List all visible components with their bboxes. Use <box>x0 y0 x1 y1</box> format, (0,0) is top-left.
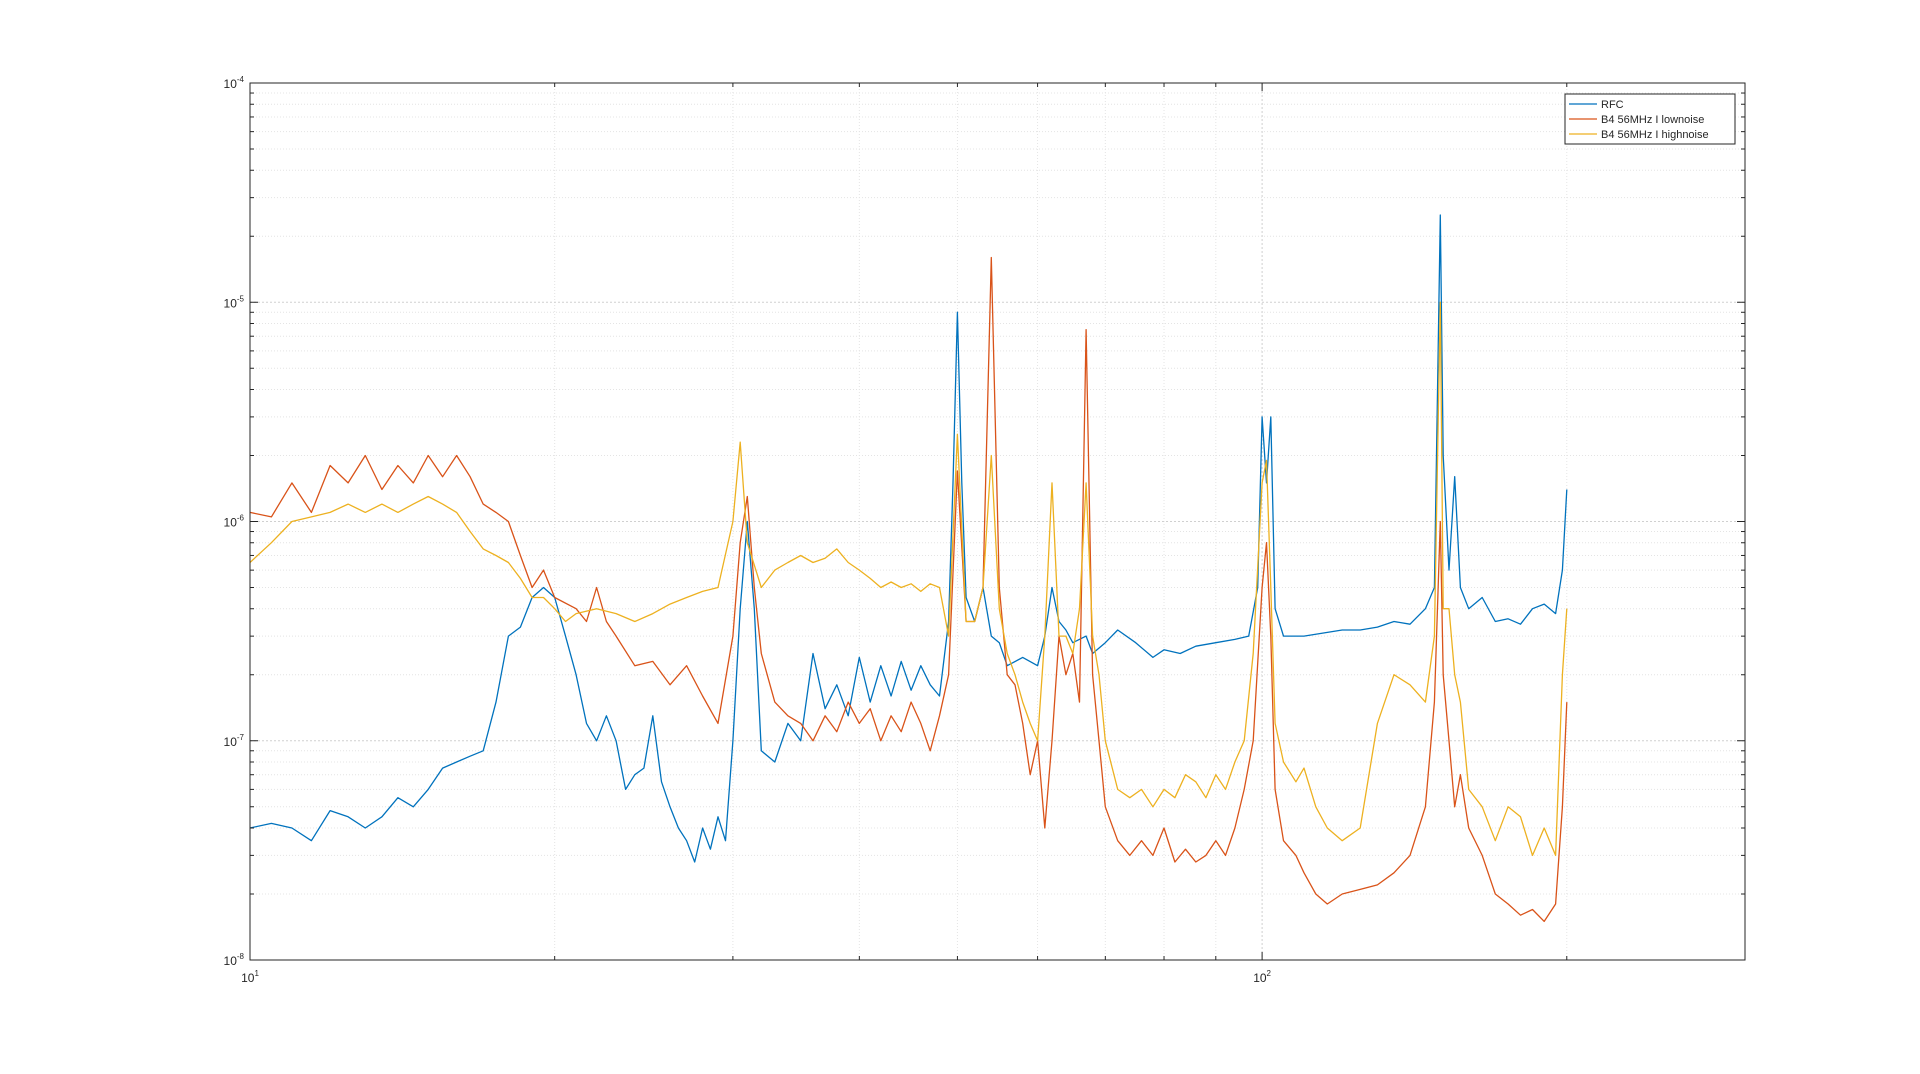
series-line-1 <box>249 214 1568 863</box>
series-line-3 <box>249 301 1568 857</box>
axes-layer: 101 102 10-8 10-7 10-6 10-5 10-4 <box>224 75 1746 985</box>
y-tick-label: 10-5 <box>224 294 245 310</box>
x-tick-label: 101 <box>241 969 259 985</box>
legend-label-1: RFC <box>1601 99 1624 111</box>
legend: RFC B4 56MHz I lownoise B4 56MHz I highnoi… <box>1564 93 1736 145</box>
axes-box <box>249 82 1746 961</box>
y-tick-label: 10-6 <box>224 514 245 530</box>
y-tick-label: 10-7 <box>224 733 245 749</box>
grid-layer <box>249 82 1746 961</box>
y-tick-label: 10-4 <box>224 75 245 91</box>
series-layer <box>249 214 1568 923</box>
legend-label-2: B4 56MHz I lownoise <box>1601 114 1704 126</box>
legend-label-3: B4 56MHz I highnoise <box>1601 129 1709 141</box>
x-tick-label: 102 <box>1253 969 1271 985</box>
y-tick-label: 10-8 <box>224 952 245 968</box>
